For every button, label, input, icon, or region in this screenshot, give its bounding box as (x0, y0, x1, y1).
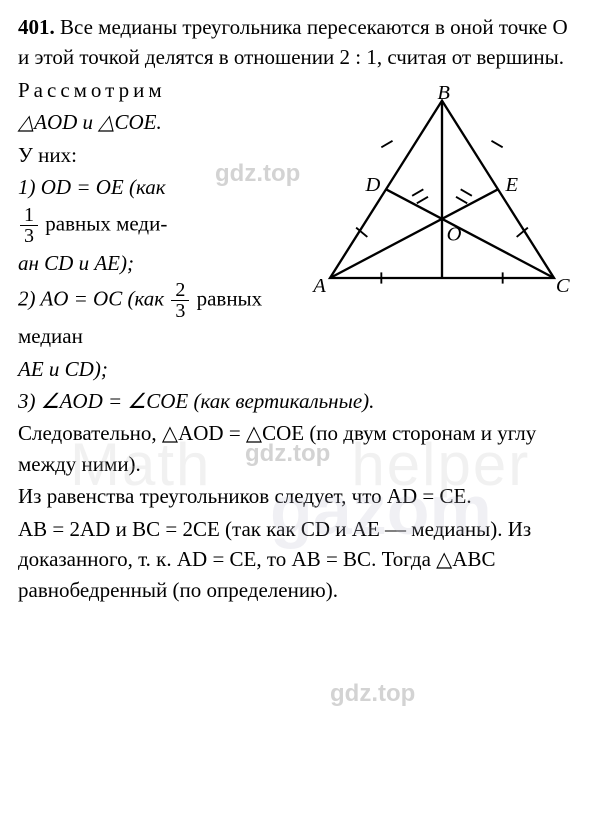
label-a: A (311, 275, 326, 297)
median-ae (330, 189, 498, 278)
label-e: E (504, 174, 518, 196)
watermark-big-2: gazom (270, 470, 492, 550)
label-d: D (364, 174, 380, 196)
intro-text: 401. Все медианы треугольника пересекают… (18, 12, 582, 73)
problem-number: 401. (18, 15, 55, 39)
item-3: 3) ∠AOD = ∠COE (как вертикальные). (18, 386, 582, 416)
item-2-line2: AE и CD); (18, 354, 582, 384)
label-b: B (437, 82, 450, 104)
watermark-small-3: gdz.top (330, 680, 415, 708)
label-o: O (447, 224, 462, 246)
triangle-figure: B A C D E O (302, 79, 582, 309)
median-cd (386, 189, 554, 278)
label-c: C (556, 275, 570, 297)
